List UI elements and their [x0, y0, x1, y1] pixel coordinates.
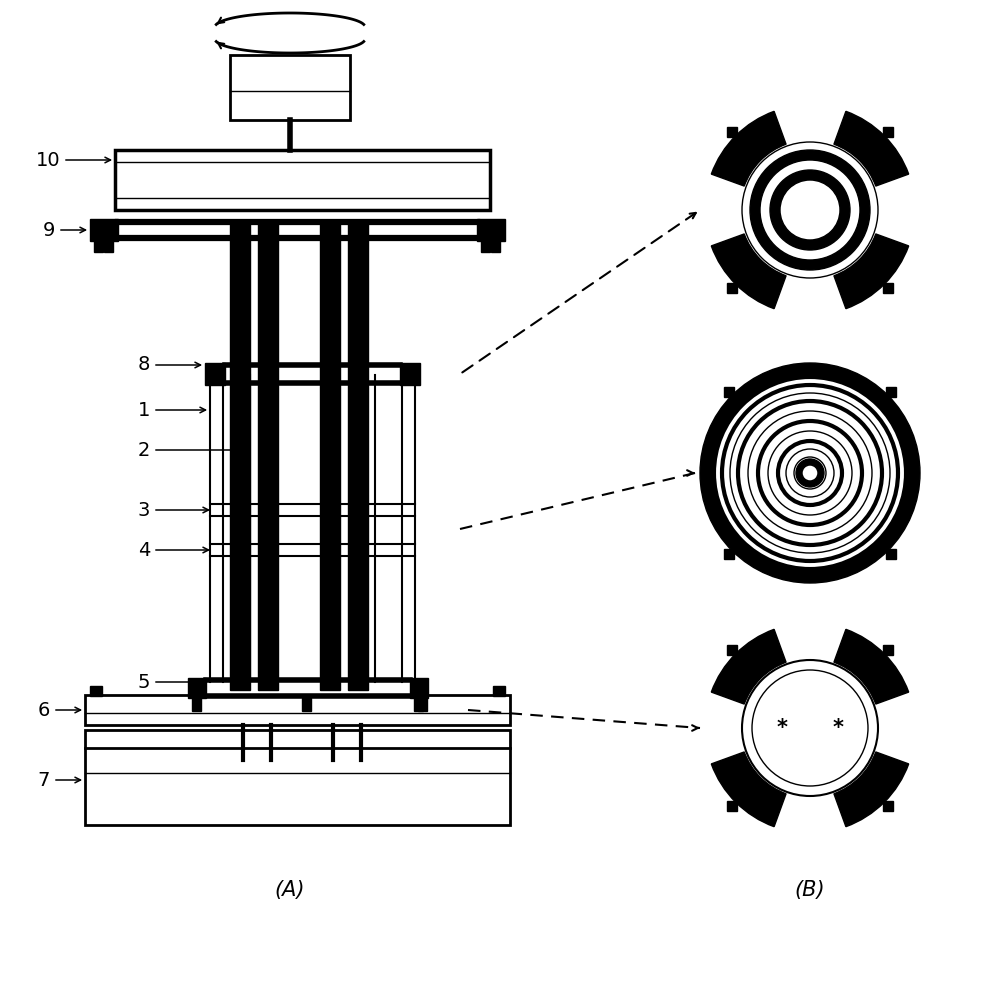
- Bar: [883, 127, 893, 137]
- Circle shape: [715, 378, 905, 568]
- Bar: [883, 645, 893, 655]
- Bar: [302, 698, 311, 711]
- Bar: [230, 224, 250, 690]
- Circle shape: [796, 459, 824, 487]
- Bar: [115, 150, 490, 210]
- Wedge shape: [834, 111, 909, 186]
- Bar: [85, 730, 510, 825]
- Circle shape: [742, 142, 878, 278]
- Bar: [104, 241, 113, 252]
- Circle shape: [700, 363, 920, 583]
- Bar: [258, 224, 278, 690]
- Text: 8: 8: [138, 356, 150, 374]
- Bar: [205, 363, 225, 385]
- Bar: [491, 241, 500, 252]
- Wedge shape: [712, 629, 786, 704]
- Bar: [418, 698, 427, 711]
- Bar: [90, 219, 118, 241]
- Bar: [414, 698, 423, 711]
- Wedge shape: [712, 234, 786, 309]
- Text: 1: 1: [138, 400, 150, 420]
- Text: *: *: [833, 718, 843, 738]
- Bar: [725, 387, 735, 397]
- Bar: [886, 549, 896, 559]
- Bar: [728, 801, 738, 811]
- Bar: [94, 241, 103, 252]
- Bar: [886, 387, 896, 397]
- Bar: [85, 695, 510, 725]
- Circle shape: [780, 180, 840, 240]
- Text: 6: 6: [38, 700, 50, 720]
- Bar: [348, 224, 368, 690]
- Bar: [481, 241, 490, 252]
- Bar: [728, 283, 738, 293]
- Text: 10: 10: [36, 150, 60, 169]
- Circle shape: [760, 160, 860, 260]
- Bar: [493, 686, 505, 696]
- Text: 2: 2: [138, 440, 150, 460]
- Wedge shape: [712, 752, 786, 827]
- Text: 9: 9: [43, 221, 55, 239]
- Bar: [883, 283, 893, 293]
- Text: (A): (A): [275, 880, 305, 900]
- Text: 3: 3: [138, 500, 150, 520]
- Bar: [192, 698, 201, 711]
- Circle shape: [752, 670, 868, 786]
- Bar: [728, 127, 738, 137]
- Bar: [728, 645, 738, 655]
- Text: 5: 5: [138, 672, 150, 692]
- Circle shape: [802, 465, 818, 481]
- Wedge shape: [834, 752, 909, 827]
- Bar: [400, 363, 420, 385]
- Circle shape: [770, 170, 850, 250]
- Bar: [477, 219, 505, 241]
- Wedge shape: [712, 111, 786, 186]
- Text: *: *: [776, 718, 787, 738]
- Circle shape: [750, 150, 870, 270]
- Bar: [230, 55, 350, 120]
- Bar: [188, 678, 206, 698]
- Text: 4: 4: [138, 540, 150, 560]
- Wedge shape: [834, 629, 909, 704]
- Bar: [90, 686, 102, 696]
- Bar: [410, 678, 428, 698]
- Bar: [320, 224, 340, 690]
- Bar: [883, 801, 893, 811]
- Text: (B): (B): [795, 880, 826, 900]
- Bar: [725, 549, 735, 559]
- Circle shape: [742, 660, 878, 796]
- Wedge shape: [834, 234, 909, 309]
- Text: 7: 7: [38, 770, 50, 790]
